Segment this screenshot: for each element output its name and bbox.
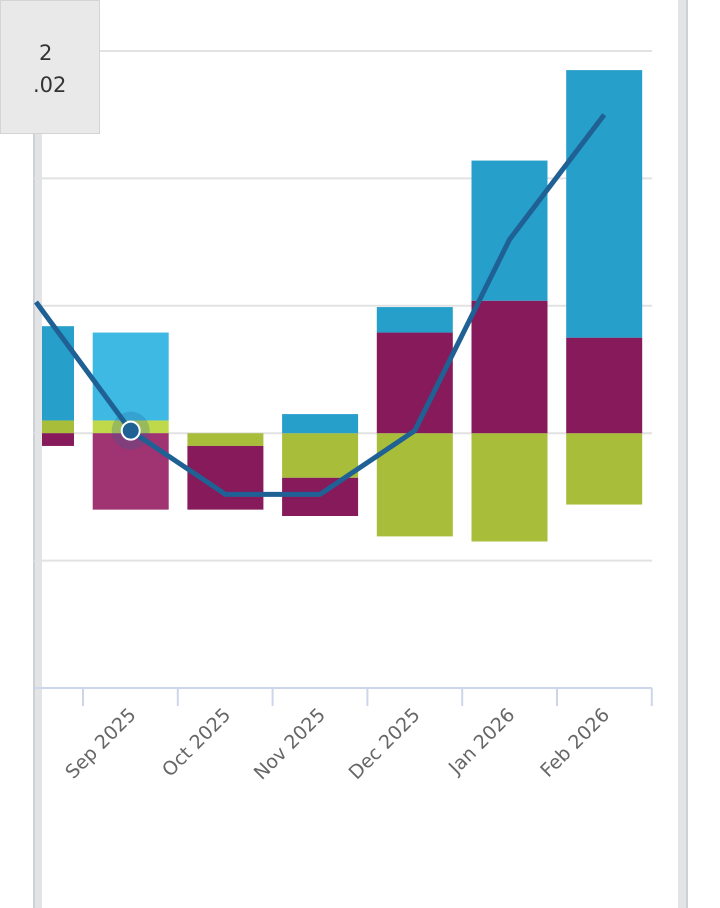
bar-series_blue bbox=[566, 70, 642, 338]
bar-series_maroon bbox=[377, 333, 453, 434]
x-tick-label: Sep 2025 bbox=[61, 704, 140, 783]
bar-series_maroon bbox=[472, 301, 548, 433]
bar-series_green bbox=[472, 433, 548, 541]
chart-tooltip: 2 .02 bbox=[0, 0, 100, 134]
tooltip-line-1: 2 bbox=[39, 41, 52, 65]
bar-series_green bbox=[187, 433, 263, 446]
hover-point bbox=[122, 422, 140, 440]
x-tick-label: Feb 2026 bbox=[536, 704, 614, 782]
bar-series_blue bbox=[472, 161, 548, 301]
stacked-bar-line-chart: Sep 2025Oct 2025Nov 2025Dec 2025 Jan 2026… bbox=[0, 0, 720, 908]
bar-series_blue bbox=[377, 307, 453, 332]
x-tick-label: Nov 2025 bbox=[250, 704, 330, 784]
x-tick-label: Jan 2026 bbox=[444, 704, 519, 779]
bar-series_blue bbox=[93, 333, 169, 421]
bar-series_green bbox=[282, 433, 358, 478]
bar-series_blue bbox=[42, 326, 74, 420]
bar-series_maroon bbox=[566, 338, 642, 434]
bar-series_maroon bbox=[282, 478, 358, 516]
bar-series_blue bbox=[282, 414, 358, 433]
bar-series_green bbox=[566, 433, 642, 504]
x-tick-label: Oct 2025 bbox=[158, 704, 235, 781]
x-tick-label: Dec 2025 bbox=[345, 704, 425, 784]
tooltip-line-2: .02 bbox=[33, 73, 66, 97]
bar-series_green bbox=[42, 420, 74, 433]
bar-series_maroon bbox=[42, 433, 74, 446]
